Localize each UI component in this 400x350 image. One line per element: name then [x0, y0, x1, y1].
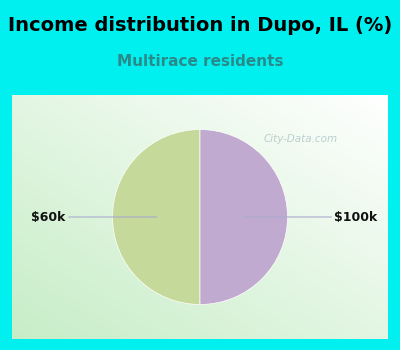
Text: $100k: $100k: [243, 210, 378, 224]
Text: $60k: $60k: [32, 210, 157, 224]
Wedge shape: [112, 130, 200, 304]
Text: Multirace residents: Multirace residents: [117, 54, 283, 69]
Text: City-Data.com: City-Data.com: [263, 134, 337, 143]
Text: Income distribution in Dupo, IL (%): Income distribution in Dupo, IL (%): [8, 16, 392, 35]
Wedge shape: [200, 130, 288, 304]
